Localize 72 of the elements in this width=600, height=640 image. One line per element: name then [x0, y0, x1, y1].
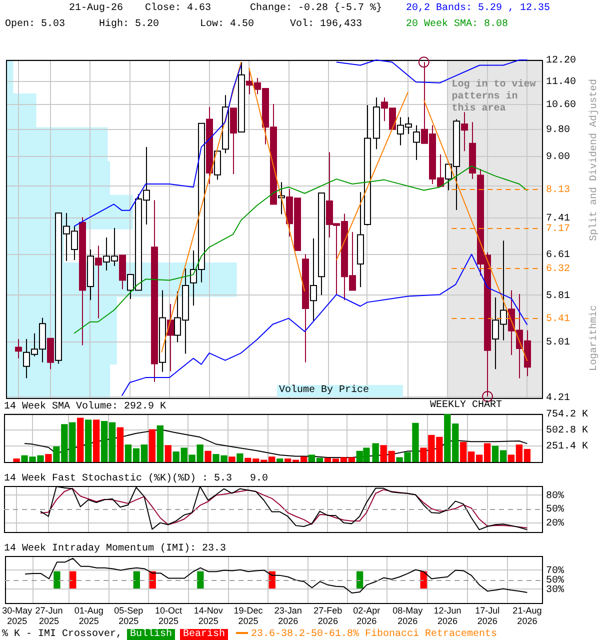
y-tick-label: 7.41: [546, 214, 570, 225]
bar: [77, 418, 84, 462]
y-tick-label: 502.8 K: [546, 426, 588, 437]
legend-label: 23.6-38.2-50-61.8% Fibonacci Retracements: [251, 629, 498, 640]
y-tick-label: 10.60: [546, 100, 576, 112]
y-axis-title: Split and Dividend Adjusted: [589, 78, 600, 242]
ref-line-label: 7.17: [546, 224, 570, 236]
bar: [276, 458, 284, 462]
bar: [85, 420, 92, 462]
text: Low: 4.50: [200, 19, 254, 31]
ref-line-label: 5.41: [546, 314, 570, 326]
y-tick-label: 11.40: [546, 77, 576, 88]
x-tick-label: 10-Oct 2025: [155, 605, 183, 626]
bar: [148, 429, 156, 462]
text: 20,2 Bands: 5.29 , 12.35: [406, 3, 550, 15]
chart-title: 14 Week SMA Volume: 292.9 K: [4, 400, 166, 413]
text: WEEKLY CHART: [430, 400, 502, 412]
x-tick-label: 23-Jan 2026: [274, 605, 302, 626]
y-tick-label: 80%: [546, 490, 564, 502]
x-tick-label: 14-Nov 2025: [194, 605, 224, 626]
y-tick-label: 251.4 K: [546, 442, 588, 453]
x-tick-label: 27-Jun 2025: [35, 605, 63, 626]
bar: [204, 450, 212, 462]
text: Volume By Price: [277, 385, 404, 397]
x-tick-label: 27-Feb 2026: [314, 605, 342, 626]
y-tick-label: 9.80: [546, 125, 570, 136]
text: High: 5.20: [99, 19, 160, 31]
x-tick-label: 12-Jun 2026: [434, 605, 462, 626]
ref-line-label: 6.32: [546, 264, 570, 276]
bar: [92, 420, 100, 462]
y-tick-label: 6.61: [546, 250, 570, 261]
y-tick-label: 50%: [546, 575, 564, 586]
text: 20 Week SMA: 8.08: [406, 19, 508, 31]
text: Close: 4.63: [145, 3, 212, 15]
bar: [164, 445, 172, 462]
x-tick-label: 08-May 2026: [392, 605, 424, 626]
y-tick-label: 4.21: [546, 392, 570, 404]
text: Change: -0.28 {-5.7 %}: [250, 3, 382, 15]
y-tick-label: 20%: [546, 518, 564, 530]
bar: [372, 443, 379, 462]
y-tick-label: 5.01: [546, 338, 570, 349]
x-tick-label: 01-Aug 2025: [74, 605, 104, 626]
x-tick-label: 05-Sep 2025: [114, 605, 144, 626]
bar: [45, 454, 52, 462]
chart-title: 14 Week Fast Stochastic (%K)(%D) : 5.3 9.0: [4, 472, 268, 485]
y-tick-label: 754.2 K: [546, 410, 588, 421]
text: Logarithmic: [589, 304, 600, 372]
bar: [156, 425, 164, 462]
band-label: Log in to view patterns in this area: [452, 78, 536, 115]
x-tick-label: 21-Aug 2026: [512, 605, 542, 626]
text: Bearish: [180, 629, 228, 640]
y-tick-label: 50%: [546, 504, 564, 516]
bar: [228, 456, 236, 462]
y-tick-label: 9.00: [546, 152, 570, 164]
y-tick-label: 30%: [546, 584, 564, 596]
y-tick-label: 12.20: [546, 56, 576, 67]
x-tick-label: 02-Apr 2026: [353, 605, 380, 626]
bar: [236, 453, 244, 462]
text: Open: 5.03: [5, 19, 66, 31]
legend-title: % K - IMI Crossover,: [2, 629, 122, 640]
bar: [116, 427, 124, 462]
text: Vol: 196,433: [290, 19, 362, 31]
text: Bullish: [127, 629, 176, 640]
x-tick-label: 17-Jul 2026: [475, 605, 500, 626]
chart-title: 14 Week Intraday Momentum (IMI): 23.3: [4, 542, 226, 555]
x-tick-label: 19-Dec 2025: [234, 605, 264, 626]
ref-line-label: 8.13: [546, 185, 570, 196]
y-tick-label: 70%: [546, 566, 564, 577]
bar: [13, 458, 20, 462]
y-tick-label: 5.81: [546, 290, 570, 302]
text: 21-Aug-26: [69, 3, 124, 15]
x-tick-label: 30-May 2025: [2, 605, 33, 626]
